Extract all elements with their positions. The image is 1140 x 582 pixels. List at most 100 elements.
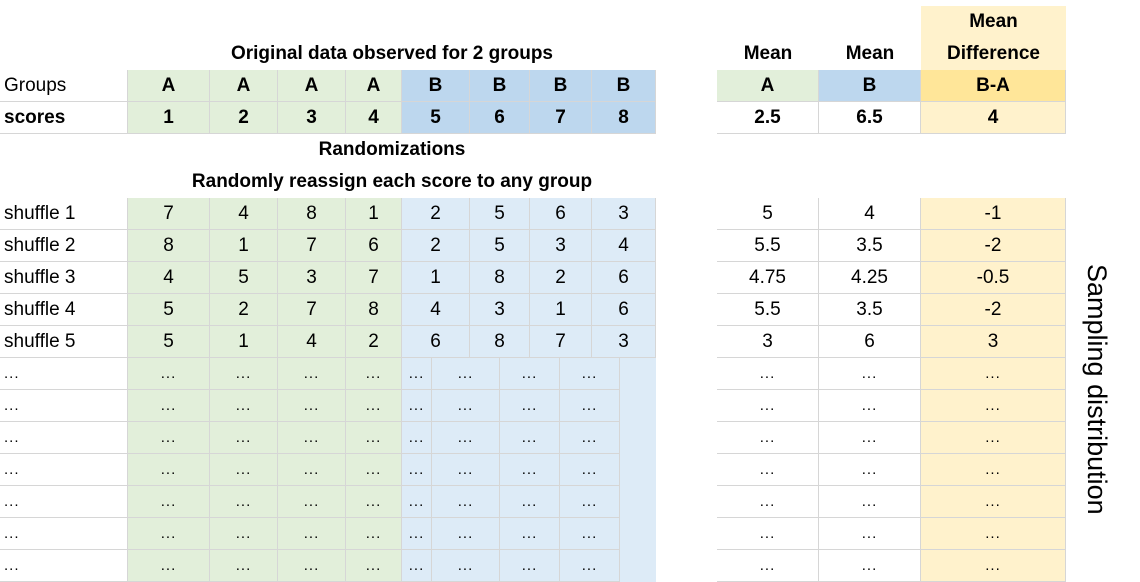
ellipsis-cell[interactable]: ... bbox=[402, 518, 432, 550]
shuffle-b-cell[interactable]: 8 bbox=[470, 326, 530, 358]
group-a-cell[interactable]: A bbox=[346, 70, 402, 102]
score-b-cell[interactable]: 6 bbox=[470, 102, 530, 134]
shuffle-a-cell[interactable]: 2 bbox=[210, 294, 278, 326]
shuffle-row-label[interactable]: shuffle 1 bbox=[0, 198, 128, 230]
shuffle-b-cell[interactable]: 7 bbox=[530, 326, 592, 358]
ellipsis-cell[interactable]: ... bbox=[402, 358, 432, 390]
shuffle-diff-cell[interactable]: -2 bbox=[921, 294, 1066, 326]
mean-a-group-cell[interactable]: A bbox=[717, 70, 819, 102]
group-a-cell[interactable]: A bbox=[128, 70, 210, 102]
shuffle-a-cell[interactable]: 1 bbox=[210, 230, 278, 262]
mean-b-score-cell[interactable]: 6.5 bbox=[819, 102, 921, 134]
ellipsis-cell[interactable]: ... bbox=[560, 390, 620, 422]
shuffle-a-cell[interactable]: 4 bbox=[278, 326, 346, 358]
ellipsis-cell[interactable]: ... bbox=[128, 518, 210, 550]
shuffle-row-label[interactable]: shuffle 2 bbox=[0, 230, 128, 262]
shuffle-diff-cell[interactable]: -1 bbox=[921, 198, 1066, 230]
shuffle-row-label[interactable]: shuffle 3 bbox=[0, 262, 128, 294]
shuffle-diff-cell[interactable]: -0.5 bbox=[921, 262, 1066, 294]
shuffle-a-cell[interactable]: 7 bbox=[278, 294, 346, 326]
shuffle-a-cell[interactable]: 1 bbox=[210, 326, 278, 358]
mean-b-group-cell[interactable]: B bbox=[819, 70, 921, 102]
ellipsis-cell[interactable]: ... bbox=[210, 422, 278, 454]
ellipsis-cell[interactable]: ... bbox=[921, 390, 1066, 422]
shuffle-a-cell[interactable]: 8 bbox=[346, 294, 402, 326]
ellipsis-cell[interactable]: ... bbox=[432, 390, 500, 422]
ellipsis-cell[interactable]: ... bbox=[717, 422, 819, 454]
ellipsis-cell[interactable]: ... bbox=[432, 358, 500, 390]
score-b-cell[interactable]: 5 bbox=[402, 102, 470, 134]
ellipsis-cell[interactable]: ... bbox=[717, 358, 819, 390]
ellipsis-cell[interactable]: ... bbox=[402, 422, 432, 454]
shuffle-b-cell[interactable]: 1 bbox=[530, 294, 592, 326]
ellipsis-cell[interactable]: ... bbox=[128, 486, 210, 518]
ellipsis-cell[interactable]: ... bbox=[432, 454, 500, 486]
group-a-cell[interactable]: A bbox=[278, 70, 346, 102]
ellipsis-cell[interactable]: ... bbox=[717, 518, 819, 550]
ellipsis-cell[interactable]: ... bbox=[819, 390, 921, 422]
ellipsis-cell[interactable]: ... bbox=[432, 518, 500, 550]
shuffle-a-cell[interactable]: 2 bbox=[346, 326, 402, 358]
ellipsis-cell[interactable]: ... bbox=[500, 518, 560, 550]
shuffle-mean-a-cell[interactable]: 4.75 bbox=[717, 262, 819, 294]
shuffle-a-cell[interactable]: 8 bbox=[278, 198, 346, 230]
ellipsis-cell[interactable]: ... bbox=[432, 486, 500, 518]
ellipsis-cell[interactable]: ... bbox=[560, 358, 620, 390]
group-b-cell[interactable]: B bbox=[530, 70, 592, 102]
shuffle-mean-a-cell[interactable]: 5 bbox=[717, 198, 819, 230]
group-b-cell[interactable]: B bbox=[470, 70, 530, 102]
ellipsis-cell[interactable]: ... bbox=[819, 422, 921, 454]
ellipsis-cell[interactable]: ... bbox=[921, 358, 1066, 390]
shuffle-a-cell[interactable]: 4 bbox=[210, 198, 278, 230]
shuffle-a-cell[interactable]: 7 bbox=[128, 198, 210, 230]
shuffle-a-cell[interactable]: 5 bbox=[128, 326, 210, 358]
ellipsis-cell[interactable]: ... bbox=[819, 486, 921, 518]
shuffle-b-cell[interactable]: 5 bbox=[470, 198, 530, 230]
shuffle-b-cell[interactable]: 6 bbox=[592, 294, 656, 326]
ellipsis-cell[interactable]: ... bbox=[500, 454, 560, 486]
shuffle-mean-a-cell[interactable]: 5.5 bbox=[717, 230, 819, 262]
ellipsis-cell[interactable]: ... bbox=[432, 550, 500, 582]
shuffle-mean-b-cell[interactable]: 4 bbox=[819, 198, 921, 230]
ellipsis-cell[interactable]: ... bbox=[0, 518, 128, 550]
ellipsis-cell[interactable]: ... bbox=[921, 486, 1066, 518]
ellipsis-cell[interactable]: ... bbox=[278, 550, 346, 582]
ellipsis-cell[interactable]: ... bbox=[819, 550, 921, 582]
ellipsis-cell[interactable]: ... bbox=[346, 358, 402, 390]
ellipsis-cell[interactable]: ... bbox=[128, 454, 210, 486]
groups-row-label[interactable]: Groups bbox=[0, 70, 128, 102]
ellipsis-cell[interactable]: ... bbox=[717, 550, 819, 582]
ellipsis-cell[interactable]: ... bbox=[278, 518, 346, 550]
ellipsis-cell[interactable]: ... bbox=[210, 390, 278, 422]
ellipsis-cell[interactable]: ... bbox=[346, 422, 402, 454]
ellipsis-cell[interactable]: ... bbox=[432, 422, 500, 454]
ellipsis-cell[interactable]: ... bbox=[278, 390, 346, 422]
score-a-cell[interactable]: 2 bbox=[210, 102, 278, 134]
ellipsis-cell[interactable]: ... bbox=[128, 358, 210, 390]
shuffle-b-cell[interactable]: 2 bbox=[530, 262, 592, 294]
shuffle-b-cell[interactable]: 5 bbox=[470, 230, 530, 262]
shuffle-a-cell[interactable]: 5 bbox=[210, 262, 278, 294]
ellipsis-cell[interactable]: ... bbox=[560, 486, 620, 518]
shuffle-b-cell[interactable]: 6 bbox=[592, 262, 656, 294]
ellipsis-cell[interactable]: ... bbox=[346, 390, 402, 422]
group-b-cell[interactable]: B bbox=[592, 70, 656, 102]
ellipsis-cell[interactable]: ... bbox=[210, 550, 278, 582]
ellipsis-cell[interactable]: ... bbox=[402, 550, 432, 582]
shuffle-b-cell[interactable]: 1 bbox=[402, 262, 470, 294]
ellipsis-cell[interactable]: ... bbox=[402, 454, 432, 486]
shuffle-a-cell[interactable]: 3 bbox=[278, 262, 346, 294]
shuffle-b-cell[interactable]: 4 bbox=[402, 294, 470, 326]
mean-a-score-cell[interactable]: 2.5 bbox=[717, 102, 819, 134]
ellipsis-cell[interactable]: ... bbox=[210, 454, 278, 486]
shuffle-b-cell[interactable]: 3 bbox=[592, 198, 656, 230]
shuffle-row-label[interactable]: shuffle 5 bbox=[0, 326, 128, 358]
ellipsis-cell[interactable]: ... bbox=[278, 358, 346, 390]
scores-row-label[interactable]: scores bbox=[0, 102, 128, 134]
ellipsis-cell[interactable]: ... bbox=[500, 422, 560, 454]
score-b-cell[interactable]: 7 bbox=[530, 102, 592, 134]
shuffle-b-cell[interactable]: 4 bbox=[592, 230, 656, 262]
shuffle-mean-b-cell[interactable]: 6 bbox=[819, 326, 921, 358]
shuffle-a-cell[interactable]: 6 bbox=[346, 230, 402, 262]
ellipsis-cell[interactable]: ... bbox=[560, 454, 620, 486]
